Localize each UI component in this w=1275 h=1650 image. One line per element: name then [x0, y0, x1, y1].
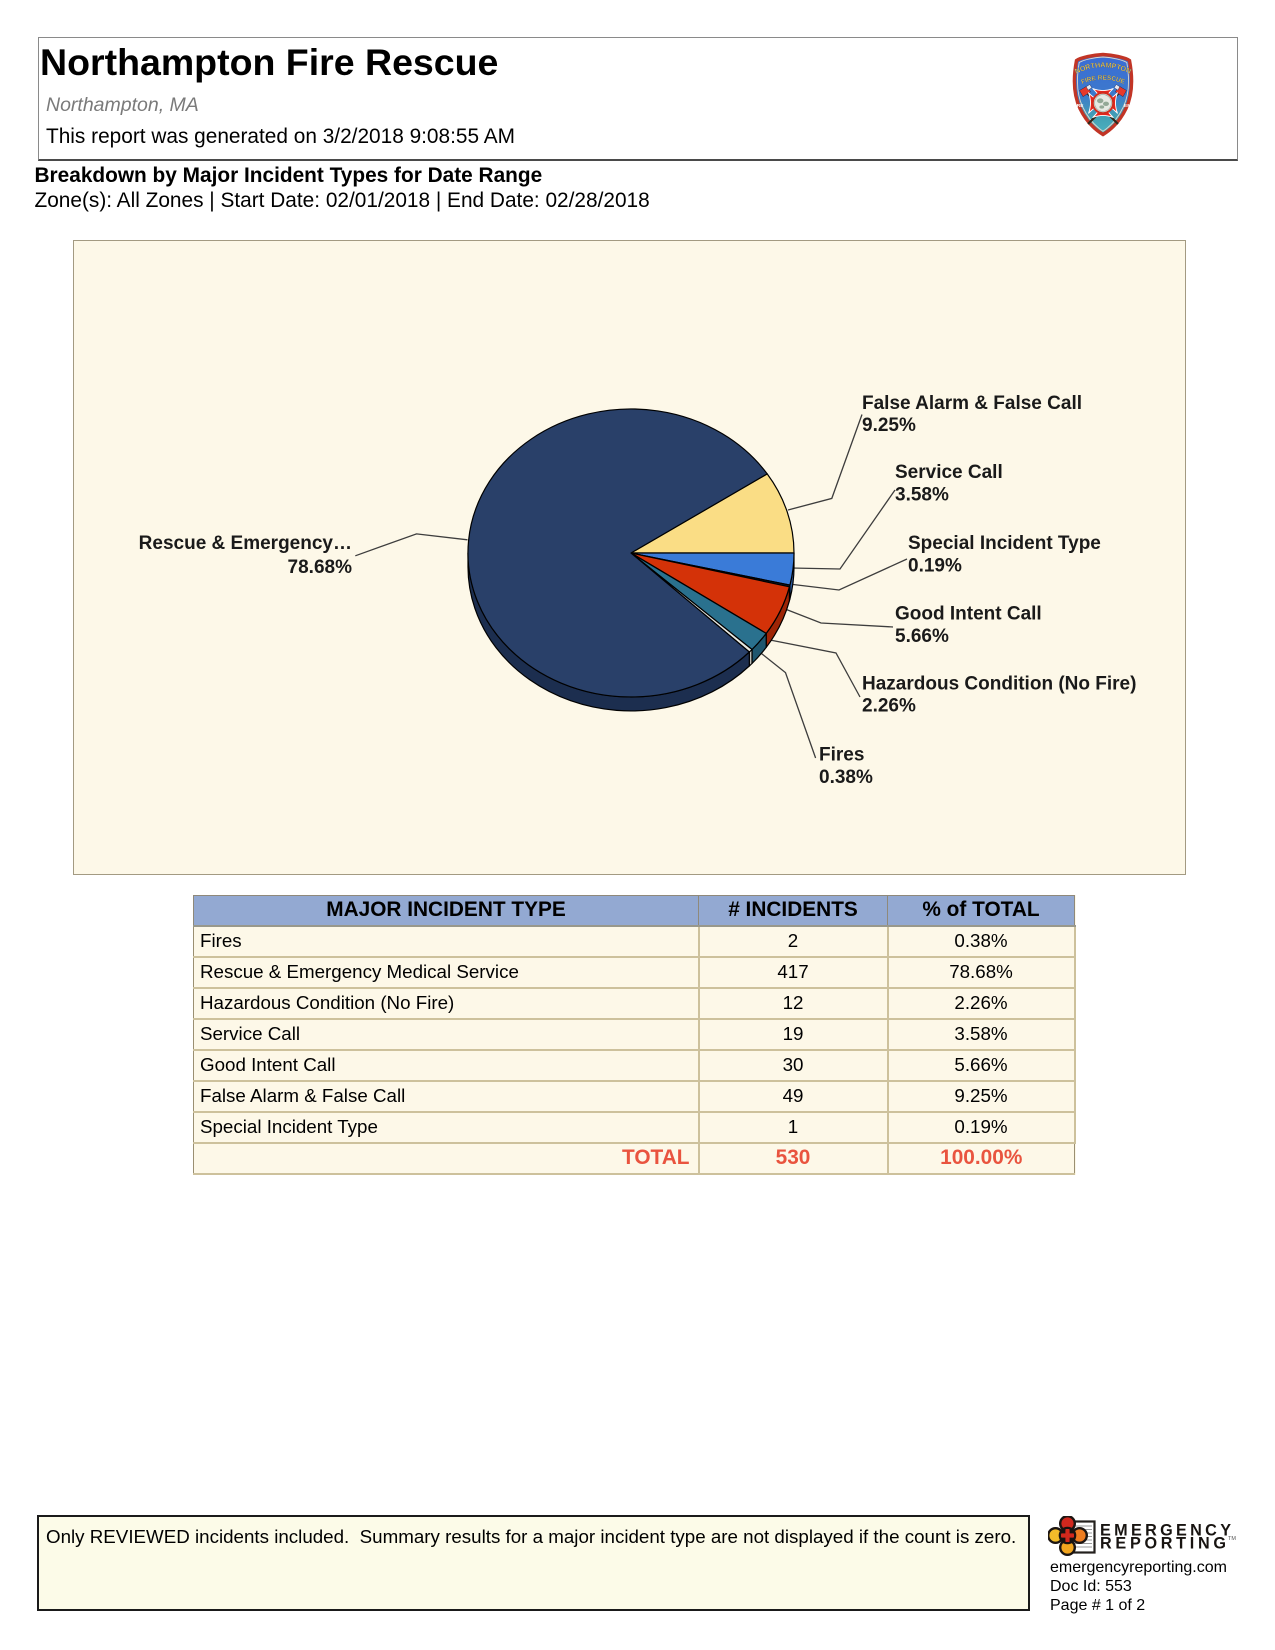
- svg-text:3.58%: 3.58%: [895, 485, 949, 506]
- svg-text:TM: TM: [1228, 1536, 1236, 1542]
- svg-text:Hazardous Condition (No Fire): Hazardous Condition (No Fire): [862, 674, 1136, 695]
- svg-text:REPORTING: REPORTING: [1100, 1535, 1226, 1553]
- svg-text:Service Call: Service Call: [895, 462, 1003, 483]
- svg-text:EMERGENCY: EMERGENCY: [1100, 1522, 1231, 1540]
- svg-text:Special Incident Type: Special Incident Type: [908, 533, 1101, 554]
- svg-text:FIRE RESCUE: FIRE RESCUE: [1080, 74, 1126, 86]
- svg-text:78.68%: 78.68%: [288, 557, 353, 578]
- svg-text:0.19%: 0.19%: [908, 555, 962, 576]
- svg-text:0.38%: 0.38%: [819, 767, 873, 788]
- svg-text:Fires: Fires: [819, 744, 864, 765]
- svg-text:9.25%: 9.25%: [862, 415, 916, 436]
- svg-text:FIRE: FIRE: [1073, 103, 1085, 109]
- svg-text:Rescue & Emergency…: Rescue & Emergency…: [139, 533, 352, 554]
- svg-text:5.66%: 5.66%: [895, 626, 949, 647]
- svg-text:EMS: EMS: [1124, 103, 1135, 109]
- svg-text:False Alarm & False Call: False Alarm & False Call: [862, 393, 1082, 414]
- svg-text:Good Intent Call: Good Intent Call: [895, 604, 1042, 625]
- svg-text:2.26%: 2.26%: [862, 696, 916, 717]
